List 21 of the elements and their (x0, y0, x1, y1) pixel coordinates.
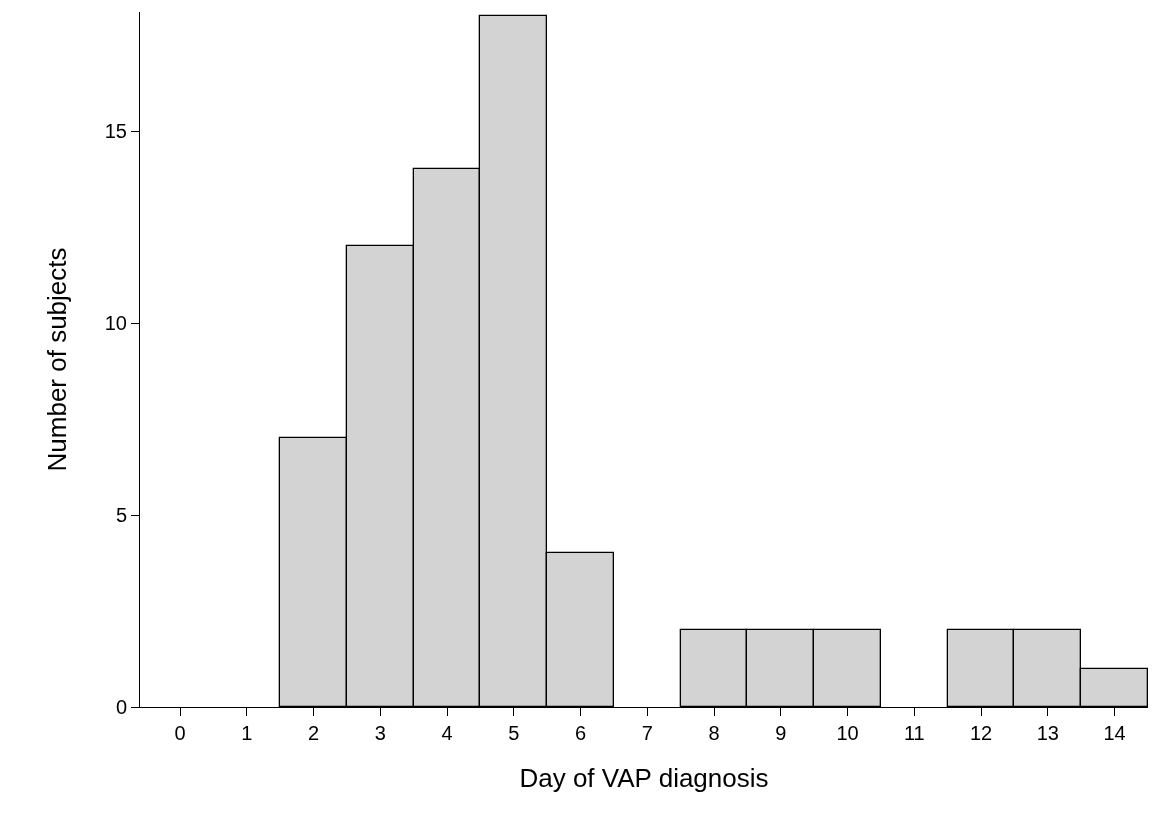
x-tick-label: 2 (308, 722, 320, 744)
y-tick-label: 5 (115, 504, 127, 527)
y-axis-title: Number of subjects (42, 247, 73, 472)
x-tick-label: 11 (903, 722, 925, 744)
x-tick-label: 1 (241, 722, 253, 744)
x-tick-label: 10 (836, 722, 859, 744)
x-tick-label: 3 (374, 722, 386, 744)
x-tick-label: 5 (508, 722, 520, 744)
y-tick-label: 15 (104, 120, 127, 143)
x-axis-title: Day of VAP diagnosis (519, 762, 769, 793)
y-tick-label: 0 (115, 696, 127, 718)
x-tick-label: 8 (708, 722, 720, 744)
x-tick-label: 13 (1036, 722, 1059, 744)
x-tick-label: 4 (441, 722, 453, 744)
x-tick-label: 12 (969, 722, 993, 744)
x-tick-label: 6 (575, 722, 587, 744)
x-tick-label: 0 (174, 722, 186, 744)
x-tick-label: 7 (641, 722, 653, 744)
x-tick-label: 9 (775, 722, 787, 744)
x-tick-label: 14 (1103, 722, 1126, 744)
y-tick-label: 10 (104, 312, 127, 335)
